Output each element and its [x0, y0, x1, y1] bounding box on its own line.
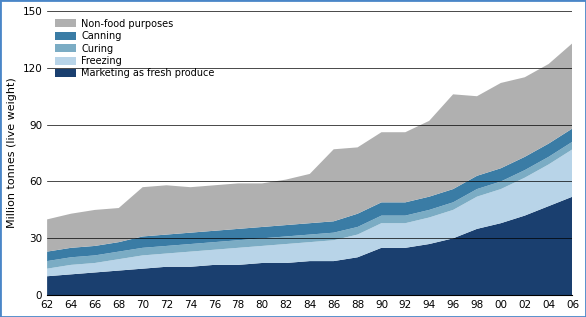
Y-axis label: Million tonnes (live weight): Million tonnes (live weight) — [7, 78, 17, 229]
Legend: Non-food purposes, Canning, Curing, Freezing, Marketing as fresh produce: Non-food purposes, Canning, Curing, Free… — [52, 16, 217, 81]
